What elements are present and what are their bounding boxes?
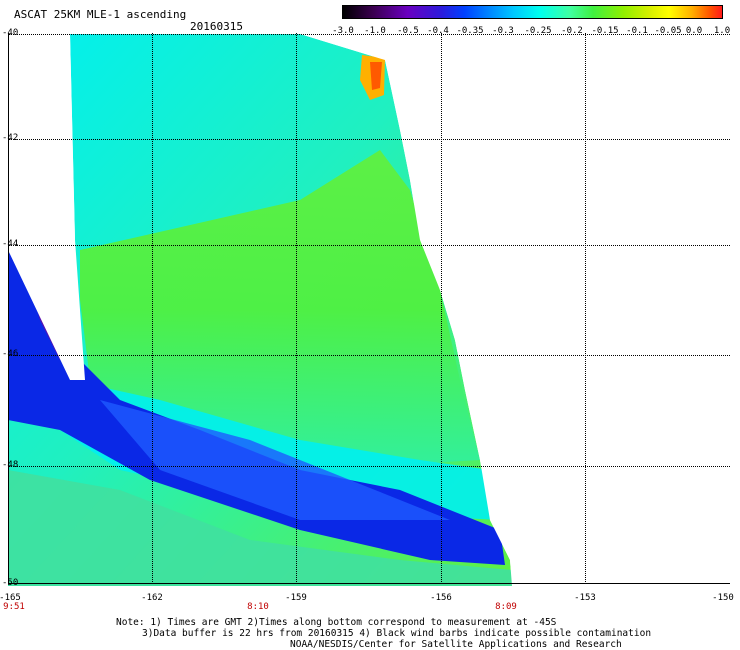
grid-line: [8, 34, 730, 35]
x-tick-label: -165: [0, 593, 21, 603]
time-label: 8:10: [247, 602, 269, 612]
left-gap: [8, 34, 85, 380]
color-scale-bar: [342, 5, 723, 19]
y-tick-label: -50: [2, 578, 19, 588]
grid-line: [8, 245, 730, 246]
y-tick-label: -48: [2, 460, 19, 470]
blue-band: [8, 250, 505, 565]
blue-band-light: [100, 400, 450, 520]
map-date: 20160315: [190, 20, 243, 33]
bottom-strip: [8, 470, 512, 586]
grid-line: [585, 33, 586, 584]
map-plot-frame: [8, 33, 730, 584]
grid-line: [8, 355, 730, 356]
grid-line: [296, 33, 297, 584]
colorbar-label: -0.5: [397, 26, 419, 36]
grid-line: [441, 33, 442, 584]
note-line: 3)Data buffer is 22 hrs from 20160315 4)…: [142, 628, 652, 639]
x-tick-label: -153: [574, 593, 596, 603]
colorbar-label: -0.3: [492, 26, 514, 36]
grid-line: [152, 33, 153, 584]
note-line: NOAA/NESDIS/Center for Satellite Applica…: [290, 639, 622, 650]
grid-line: [8, 466, 730, 467]
warm-core: [370, 62, 382, 90]
colorbar-label: -0.35: [456, 26, 484, 36]
colorbar-label: 1.0: [713, 26, 731, 36]
right-gap: [300, 34, 730, 586]
colorbar-label: -0.4: [427, 26, 449, 36]
colorbar-label: -0.05: [654, 26, 682, 36]
y-tick-label: -46: [2, 349, 19, 359]
swath-green-field: [80, 150, 480, 470]
y-tick-label: -40: [2, 28, 19, 38]
colorbar-label: -0.1: [626, 26, 648, 36]
colorbar-label: -0.25: [524, 26, 552, 36]
cyan-band: [60, 380, 500, 520]
x-tick-label: -156: [430, 593, 452, 603]
x-tick-label: -162: [141, 593, 163, 603]
grid-line: [8, 139, 730, 140]
time-label: 9:51: [3, 602, 25, 612]
x-tick-label: -150: [712, 593, 734, 603]
note-line: Note: 1) Times are GMT 2)Times along bot…: [116, 617, 557, 628]
colorbar-label: -0.15: [591, 26, 619, 36]
time-label: 8:09: [495, 602, 517, 612]
colorbar-label: -0.2: [561, 26, 583, 36]
colorbar-label: 0.0: [685, 26, 703, 36]
colorbar-label: -3.0: [332, 26, 354, 36]
colorbar-label: -1.0: [364, 26, 386, 36]
map-title: ASCAT 25KM MLE-1 ascending: [14, 8, 187, 21]
x-tick-label: -159: [285, 593, 307, 603]
y-tick-label: -42: [2, 133, 19, 143]
y-tick-label: -44: [2, 239, 19, 249]
